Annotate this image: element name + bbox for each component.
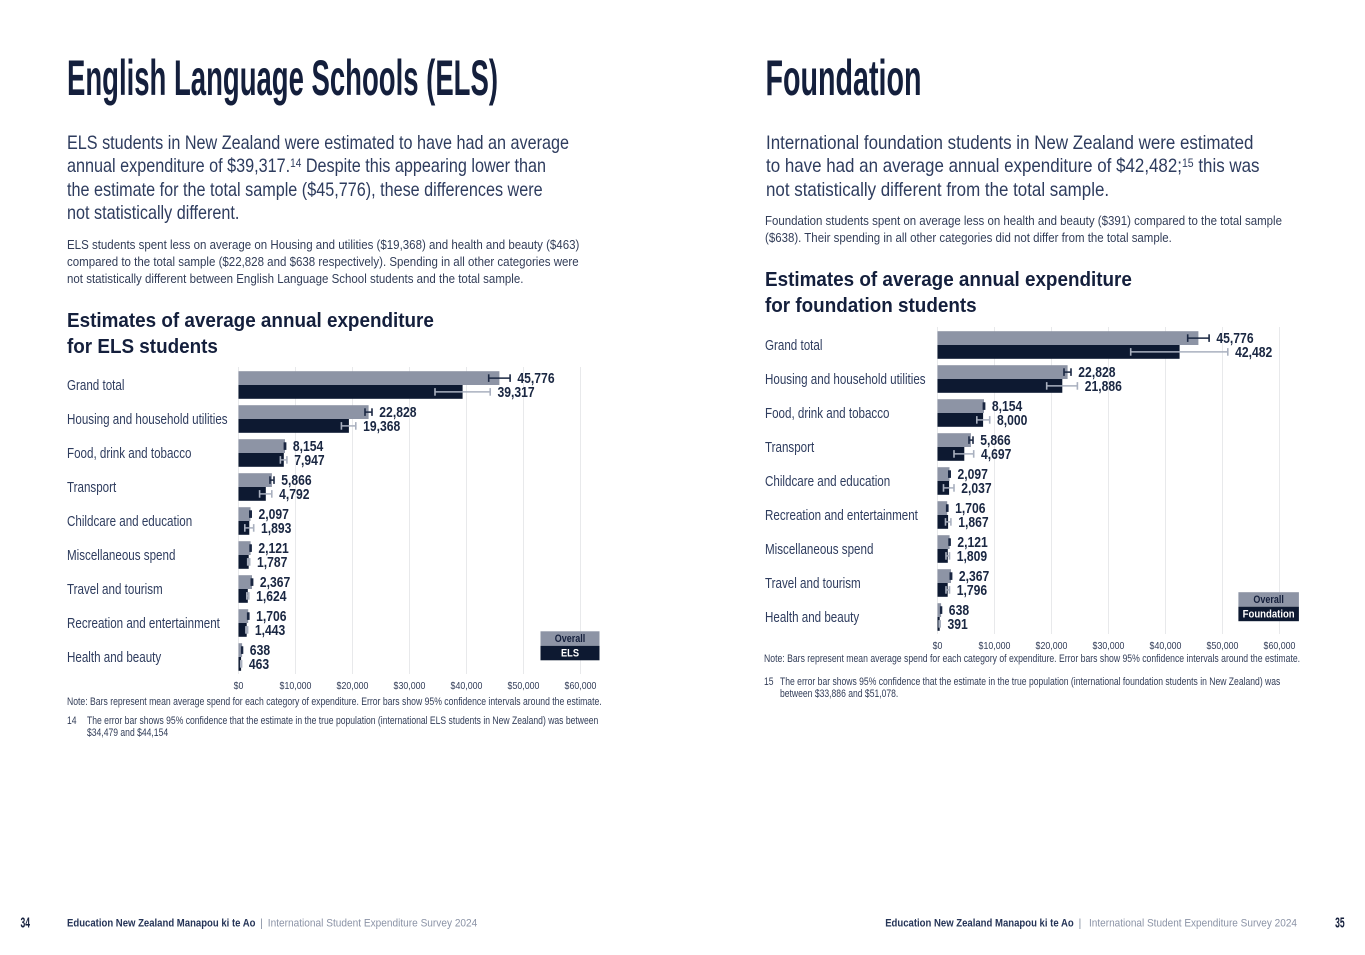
svg-text:Recreation and entertainment: Recreation and entertainment <box>765 508 918 524</box>
svg-text:Miscellaneous spend: Miscellaneous spend <box>67 548 175 564</box>
svg-text:Miscellaneous spend: Miscellaneous spend <box>765 542 873 558</box>
svg-text:Recreation and entertainment: Recreation and entertainment <box>67 616 220 632</box>
svg-text:Food, drink and tobacco: Food, drink and tobacco <box>67 446 192 462</box>
svg-text:Childcare and education: Childcare and education <box>67 514 192 530</box>
svg-text:1,867: 1,867 <box>958 514 988 531</box>
svg-text:Foundation: Foundation <box>1243 608 1295 620</box>
svg-text:International Student Expendit: International Student Expenditure Survey… <box>268 918 478 930</box>
svg-text:Foundation: Foundation <box>766 50 922 106</box>
svg-text:Overall: Overall <box>1253 594 1284 606</box>
svg-text:English Language Schools (ELS): English Language Schools (ELS) <box>67 50 498 106</box>
svg-text:$40,000: $40,000 <box>451 680 483 692</box>
svg-text:8,154: 8,154 <box>992 398 1023 415</box>
svg-text:1,706: 1,706 <box>256 608 286 625</box>
svg-text:Health and beauty: Health and beauty <box>67 650 162 666</box>
svg-text:International Student Expendit: International Student Expenditure Survey… <box>1089 918 1297 930</box>
svg-text:Travel and tourism: Travel and tourism <box>67 582 163 598</box>
svg-text:2,367: 2,367 <box>260 574 290 591</box>
svg-text:Health and beauty: Health and beauty <box>765 610 860 626</box>
svg-text:1,624: 1,624 <box>256 588 287 605</box>
svg-text:2,367: 2,367 <box>959 568 989 585</box>
svg-text:$10,000: $10,000 <box>280 680 312 692</box>
svg-text:7,947: 7,947 <box>294 452 324 469</box>
svg-text:2,121: 2,121 <box>957 534 987 551</box>
svg-text:$60,000: $60,000 <box>1264 640 1296 652</box>
svg-text:638: 638 <box>250 642 270 659</box>
svg-text:$50,000: $50,000 <box>508 680 540 692</box>
svg-text:|: | <box>1079 918 1082 930</box>
svg-text:$20,000: $20,000 <box>337 680 369 692</box>
svg-text:$20,000: $20,000 <box>1036 640 1068 652</box>
svg-text:Travel and tourism: Travel and tourism <box>765 576 861 592</box>
svg-text:1,796: 1,796 <box>957 582 987 599</box>
svg-text:2,097: 2,097 <box>958 466 988 483</box>
svg-text:$40,000: $40,000 <box>1150 640 1182 652</box>
svg-text:45,776: 45,776 <box>1216 330 1253 347</box>
svg-text:$50,000: $50,000 <box>1207 640 1239 652</box>
svg-text:5,866: 5,866 <box>980 432 1010 449</box>
svg-text:8,154: 8,154 <box>293 438 324 455</box>
svg-text:19,368: 19,368 <box>363 418 400 435</box>
svg-text:$30,000: $30,000 <box>394 680 426 692</box>
svg-text:22,828: 22,828 <box>379 404 416 421</box>
svg-text:45,776: 45,776 <box>517 370 554 387</box>
svg-text:Education New Zealand Manapou: Education New Zealand Manapou ki te Ao <box>885 918 1074 930</box>
svg-text:39,317: 39,317 <box>498 384 535 401</box>
svg-text:Overall: Overall <box>555 633 586 645</box>
svg-text:1,443: 1,443 <box>255 622 285 639</box>
svg-text:638: 638 <box>949 602 969 619</box>
svg-text:391: 391 <box>948 616 968 633</box>
svg-text:42,482: 42,482 <box>1235 344 1272 361</box>
svg-text:463: 463 <box>249 656 269 673</box>
svg-text:2,097: 2,097 <box>259 506 289 523</box>
svg-text:1,706: 1,706 <box>955 500 985 517</box>
svg-text:2,121: 2,121 <box>258 540 288 557</box>
svg-text:4,792: 4,792 <box>279 486 309 503</box>
svg-text:22,828: 22,828 <box>1078 364 1115 381</box>
svg-text:$0: $0 <box>234 680 244 692</box>
svg-text:$60,000: $60,000 <box>565 680 597 692</box>
svg-text:Housing and household utilitie: Housing and household utilities <box>67 412 228 428</box>
svg-text:Grand total: Grand total <box>67 378 124 394</box>
svg-text:35: 35 <box>1335 915 1345 932</box>
svg-text:2,037: 2,037 <box>961 480 991 497</box>
svg-text:1,809: 1,809 <box>957 548 987 565</box>
svg-text:Transport: Transport <box>67 480 116 496</box>
svg-text:Childcare and education: Childcare and education <box>765 474 890 490</box>
svg-text:$0: $0 <box>933 640 943 652</box>
svg-text:$30,000: $30,000 <box>1093 640 1125 652</box>
svg-text:21,886: 21,886 <box>1085 378 1122 395</box>
svg-text:1,787: 1,787 <box>257 554 287 571</box>
svg-text:Transport: Transport <box>765 440 814 456</box>
svg-text:34: 34 <box>21 915 31 932</box>
svg-text:Housing and household utilitie: Housing and household utilities <box>765 372 926 388</box>
svg-text:Grand total: Grand total <box>765 338 822 354</box>
svg-text:Education New Zealand Manapou: Education New Zealand Manapou ki te Ao <box>67 918 256 930</box>
svg-text:8,000: 8,000 <box>997 412 1027 429</box>
svg-text:1,893: 1,893 <box>261 520 291 537</box>
svg-text:|: | <box>260 918 263 930</box>
svg-text:Food, drink and tobacco: Food, drink and tobacco <box>765 406 890 422</box>
svg-text:5,866: 5,866 <box>281 472 311 489</box>
svg-text:ELS: ELS <box>561 648 579 660</box>
svg-text:4,697: 4,697 <box>981 446 1011 463</box>
svg-text:$10,000: $10,000 <box>979 640 1011 652</box>
